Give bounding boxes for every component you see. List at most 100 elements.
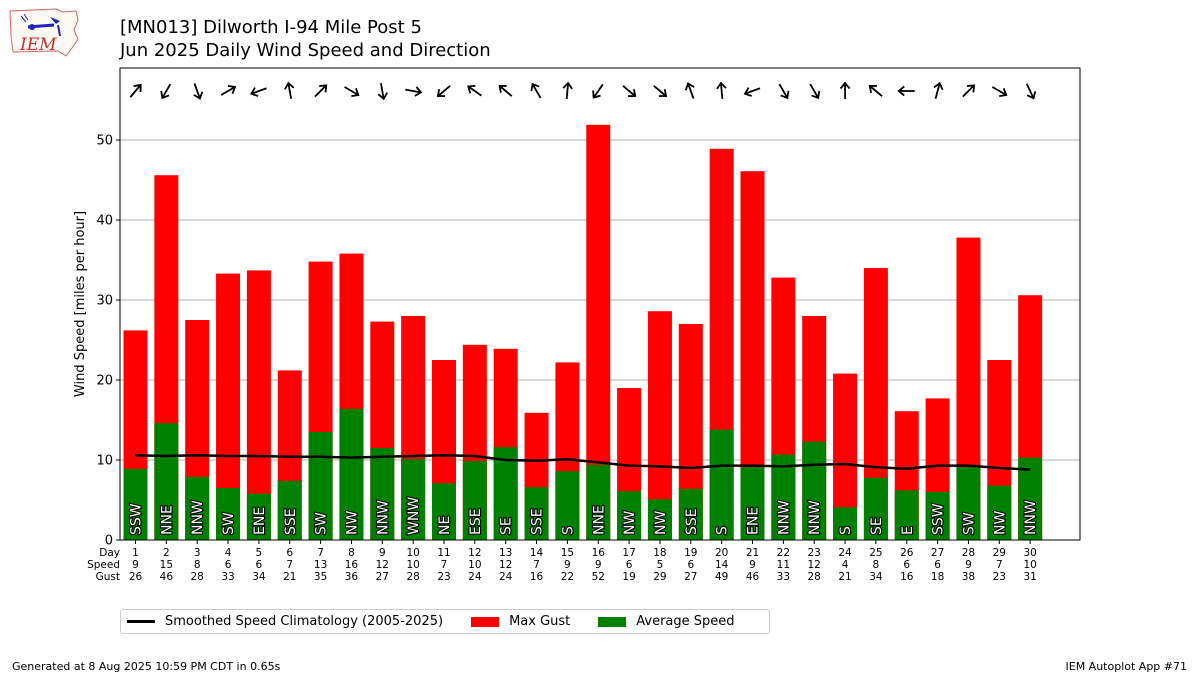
gust-label: 21 bbox=[283, 571, 296, 583]
direction-arrow bbox=[809, 83, 821, 100]
direction-label: NNW bbox=[375, 500, 391, 535]
gust-label: 19 bbox=[622, 571, 635, 583]
direction-label: SSW bbox=[931, 503, 947, 535]
direction-arrow bbox=[991, 86, 1008, 98]
speed-bar bbox=[863, 477, 888, 540]
direction-label: E bbox=[900, 526, 916, 535]
arrow-head bbox=[628, 88, 637, 98]
direction-label: SSE bbox=[283, 508, 299, 535]
speed-bar bbox=[894, 490, 919, 540]
speed-bar bbox=[555, 471, 580, 540]
gust-label: 49 bbox=[715, 571, 728, 583]
speed-label: 14 bbox=[715, 559, 729, 571]
speed-label: 7 bbox=[286, 559, 293, 571]
gust-label: 35 bbox=[314, 571, 327, 583]
speed-bar bbox=[246, 493, 271, 540]
day-label: 9 bbox=[379, 547, 386, 559]
direction-label: WNW bbox=[406, 497, 422, 535]
arrow-head bbox=[999, 88, 1008, 98]
y-tick-label: 20 bbox=[96, 374, 113, 389]
gust-label: 33 bbox=[777, 571, 790, 583]
direction-arrow bbox=[405, 86, 423, 97]
legend-item-gust: Max Gust bbox=[471, 614, 570, 629]
arrow-head bbox=[658, 88, 668, 98]
gust-label: 34 bbox=[252, 571, 266, 583]
arrow-head bbox=[780, 90, 790, 100]
direction-label: S bbox=[715, 526, 731, 535]
row-label: Day bbox=[99, 547, 120, 559]
day-label: 12 bbox=[468, 547, 481, 559]
direction-arrow bbox=[778, 83, 790, 100]
direction-label: SE bbox=[869, 517, 885, 535]
direction-arrow bbox=[498, 84, 513, 97]
day-label: 22 bbox=[777, 547, 790, 559]
arrow-shaft bbox=[162, 83, 172, 98]
bars bbox=[123, 124, 1043, 541]
plot-frame bbox=[119, 67, 1081, 541]
arrow-head bbox=[716, 81, 727, 90]
speed-label: 10 bbox=[1023, 559, 1036, 571]
arrow-shaft bbox=[593, 83, 604, 98]
day-label: 28 bbox=[962, 547, 975, 559]
gust-label: 16 bbox=[530, 571, 544, 583]
climatology-swatch bbox=[127, 620, 155, 623]
day-label: 25 bbox=[869, 547, 882, 559]
gust-label: 28 bbox=[191, 571, 204, 583]
speed-label: 6 bbox=[934, 559, 941, 571]
speed-bar bbox=[740, 467, 765, 540]
direction-arrow bbox=[933, 81, 944, 99]
direction-arrow bbox=[962, 84, 976, 98]
direction-label: NNE bbox=[591, 505, 607, 535]
gust-label: 23 bbox=[437, 571, 450, 583]
speed-label: 8 bbox=[873, 559, 880, 571]
speed-label: 4 bbox=[842, 559, 849, 571]
speed-label: 12 bbox=[808, 559, 821, 571]
gust-label: 27 bbox=[376, 571, 389, 583]
arrow-shaft bbox=[532, 84, 542, 99]
direction-arrow bbox=[592, 83, 604, 99]
day-label: 16 bbox=[592, 547, 606, 559]
gust-label: 29 bbox=[653, 571, 666, 583]
arrow-head bbox=[684, 82, 695, 91]
direction-arrows bbox=[129, 81, 1037, 101]
direction-label: S bbox=[838, 526, 854, 535]
direction-label: SW bbox=[961, 512, 977, 535]
direction-arrow bbox=[530, 82, 542, 99]
direction-label: S bbox=[560, 526, 576, 535]
gust-label: 46 bbox=[160, 571, 174, 583]
gust-label: 34 bbox=[869, 571, 883, 583]
gust-swatch bbox=[471, 616, 500, 627]
day-label: 10 bbox=[406, 547, 419, 559]
gust-label: 22 bbox=[561, 571, 574, 583]
day-label: 24 bbox=[838, 547, 852, 559]
day-label: 18 bbox=[653, 547, 666, 559]
speed-label: 9 bbox=[749, 559, 756, 571]
speed-label: 9 bbox=[965, 559, 972, 571]
arrow-head bbox=[193, 91, 204, 100]
day-label: 26 bbox=[900, 547, 914, 559]
speed-label: 8 bbox=[194, 559, 201, 571]
y-tick-label: 50 bbox=[96, 134, 113, 149]
day-label: 27 bbox=[931, 547, 944, 559]
speed-bar bbox=[617, 491, 642, 540]
arrow-head bbox=[160, 90, 170, 100]
day-label: 4 bbox=[225, 547, 232, 559]
arrow-head bbox=[592, 90, 601, 99]
arrow-head bbox=[227, 84, 237, 94]
direction-arrow bbox=[314, 84, 328, 98]
legend-label-gust: Max Gust bbox=[509, 614, 571, 629]
speed-label: 6 bbox=[903, 559, 910, 571]
direction-arrow bbox=[250, 87, 267, 97]
arrow-head bbox=[562, 81, 573, 90]
speed-label: 9 bbox=[564, 559, 571, 571]
arrow-head bbox=[250, 87, 259, 97]
arrow-head bbox=[467, 84, 476, 94]
direction-arrow bbox=[897, 85, 915, 97]
speed-label: 12 bbox=[376, 559, 389, 571]
speed-label: 9 bbox=[595, 559, 602, 571]
generated-note: Generated at 8 Aug 2025 10:59 PM CDT in … bbox=[12, 660, 281, 673]
arrow-shaft bbox=[220, 86, 235, 96]
arrow-shaft bbox=[991, 86, 1006, 96]
speed-bar bbox=[709, 429, 734, 540]
direction-arrow bbox=[684, 82, 695, 99]
